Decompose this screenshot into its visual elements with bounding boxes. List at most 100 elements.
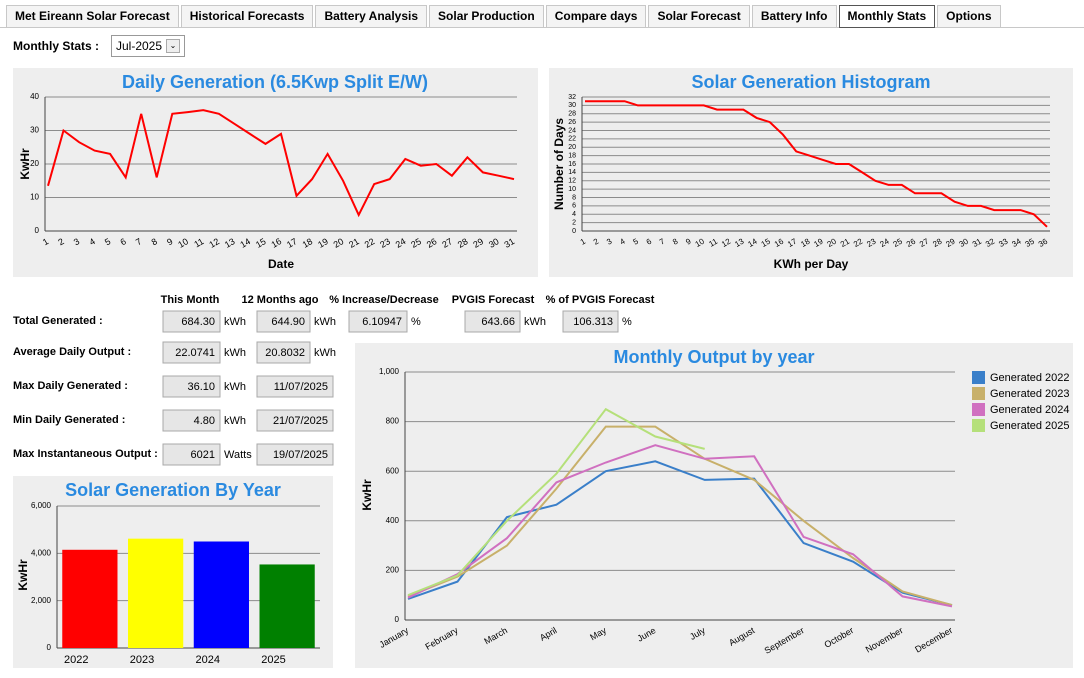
y-tick-label: 800 [386, 417, 400, 426]
legend-swatch [972, 371, 985, 384]
value-text: 11/07/2025 [274, 381, 328, 393]
unit-text: kWh [524, 316, 546, 328]
value-box [256, 375, 334, 398]
month-dropdown[interactable]: Jul-2025 ⌄ [111, 35, 185, 57]
x-tick-label: 30 [487, 236, 501, 250]
row-label: Total Generated : [13, 315, 103, 327]
bar [62, 549, 118, 648]
value-box [256, 341, 311, 364]
tab[interactable]: Monthly Stats [838, 5, 936, 28]
y-tick-label: 20 [568, 144, 576, 151]
tab[interactable]: Battery Analysis [315, 5, 428, 28]
x-tick-label: 6 [119, 236, 128, 247]
x-tick-label: 8 [671, 236, 680, 246]
y-tick-label: 2 [572, 219, 576, 226]
x-tick-label: 17 [285, 236, 299, 250]
x-tick-label: 22 [363, 236, 377, 250]
y-tick-label: 20 [30, 159, 39, 168]
selector-label: Monthly Stats : [13, 39, 99, 53]
x-tick-label: 31 [503, 236, 517, 250]
y-tick-label: 22 [568, 136, 576, 143]
value-text: 684.30 [181, 316, 215, 328]
bar [128, 538, 184, 648]
value-text: 106.313 [573, 316, 613, 328]
value-box [348, 310, 408, 333]
value-box [162, 310, 221, 333]
x-tick-label: 13 [223, 236, 237, 250]
x-tick-label: 14 [238, 236, 252, 250]
x-tick-label: 2022 [64, 654, 88, 666]
y-axis-label: Number of Days [552, 118, 566, 210]
x-tick-label: 4 [618, 236, 627, 246]
unit-text: kWh [314, 347, 336, 359]
y-tick-label: 10 [30, 193, 39, 202]
dropdown-arrow[interactable]: ⌄ [166, 39, 180, 53]
y-tick-label: 0 [395, 615, 400, 624]
value-text: 6.10947 [362, 316, 402, 328]
value-text: 643.66 [481, 316, 515, 328]
x-tick-label: 16 [270, 236, 284, 250]
month-selector: Monthly Stats : Jul-2025 ⌄ [13, 35, 185, 57]
y-tick-label: 2,000 [31, 596, 52, 605]
x-tick-label: 6 [645, 236, 654, 246]
y-tick-label: 30 [568, 102, 576, 109]
tab[interactable]: Options [937, 5, 1001, 28]
bar [259, 564, 315, 648]
value-text: 20.8032 [265, 347, 305, 359]
tab[interactable]: Solar Forecast [648, 5, 750, 28]
x-tick-label: 9 [165, 236, 174, 247]
column-header: % of PVGIS Forecast [546, 294, 655, 306]
y-axis-label: KwHr [360, 479, 374, 511]
x-tick-label: 23 [378, 236, 392, 250]
x-tick-label: 21 [347, 236, 361, 250]
x-axis-label: Date [268, 257, 294, 271]
y-tick-label: 18 [568, 152, 576, 159]
y-tick-label: 4 [572, 211, 576, 218]
legend-label: Generated 2023 [990, 388, 1070, 400]
x-tick-label: 9 [684, 236, 693, 246]
panel [13, 68, 538, 277]
legend-swatch [972, 387, 985, 400]
unit-text: % [411, 316, 421, 328]
legend-swatch [972, 419, 985, 432]
x-tick-label: 3 [605, 236, 614, 246]
y-tick-label: 200 [386, 566, 400, 575]
x-tick-label: 11 [192, 236, 205, 249]
tab[interactable]: Historical Forecasts [180, 5, 314, 28]
value-box [256, 409, 334, 432]
unit-text: kWh [224, 316, 246, 328]
tab[interactable]: Battery Info [751, 5, 837, 28]
value-box [162, 443, 221, 466]
unit-text: kWh [224, 347, 246, 359]
value-text: 644.90 [271, 316, 305, 328]
y-tick-label: 10 [568, 186, 576, 193]
x-tick-label: 1 [579, 236, 588, 246]
row-label: Average Daily Output : [13, 346, 131, 358]
tab[interactable]: Solar Production [429, 5, 544, 28]
x-tick-label: 12 [207, 236, 221, 250]
series-line [585, 100, 1048, 228]
column-header: % Increase/Decrease [329, 294, 438, 306]
x-tick-label: 24 [394, 236, 408, 250]
x-tick-label: 2025 [261, 654, 285, 666]
column-header: 12 Months ago [241, 294, 318, 306]
value-box [162, 341, 221, 364]
value-text: 4.80 [194, 415, 215, 427]
value-box [162, 409, 221, 432]
tab[interactable]: Met Eireann Solar Forecast [6, 5, 179, 28]
tab[interactable]: Compare days [545, 5, 647, 28]
y-tick-label: 6 [572, 203, 576, 210]
value-text: 6021 [191, 449, 215, 461]
y-tick-label: 1,000 [379, 367, 400, 376]
x-axis-label: KWh per Day [774, 257, 849, 271]
chart-title: Solar Generation By Year [65, 480, 281, 500]
y-tick-label: 400 [386, 516, 400, 525]
x-tick-label: 20 [332, 236, 346, 250]
chart-title: Daily Generation (6.5Kwp Split E/W) [122, 72, 428, 92]
bar [193, 541, 249, 648]
y-tick-label: 28 [568, 111, 576, 118]
dropdown-value: Jul-2025 [116, 39, 163, 53]
y-tick-label: 4,000 [31, 548, 52, 557]
